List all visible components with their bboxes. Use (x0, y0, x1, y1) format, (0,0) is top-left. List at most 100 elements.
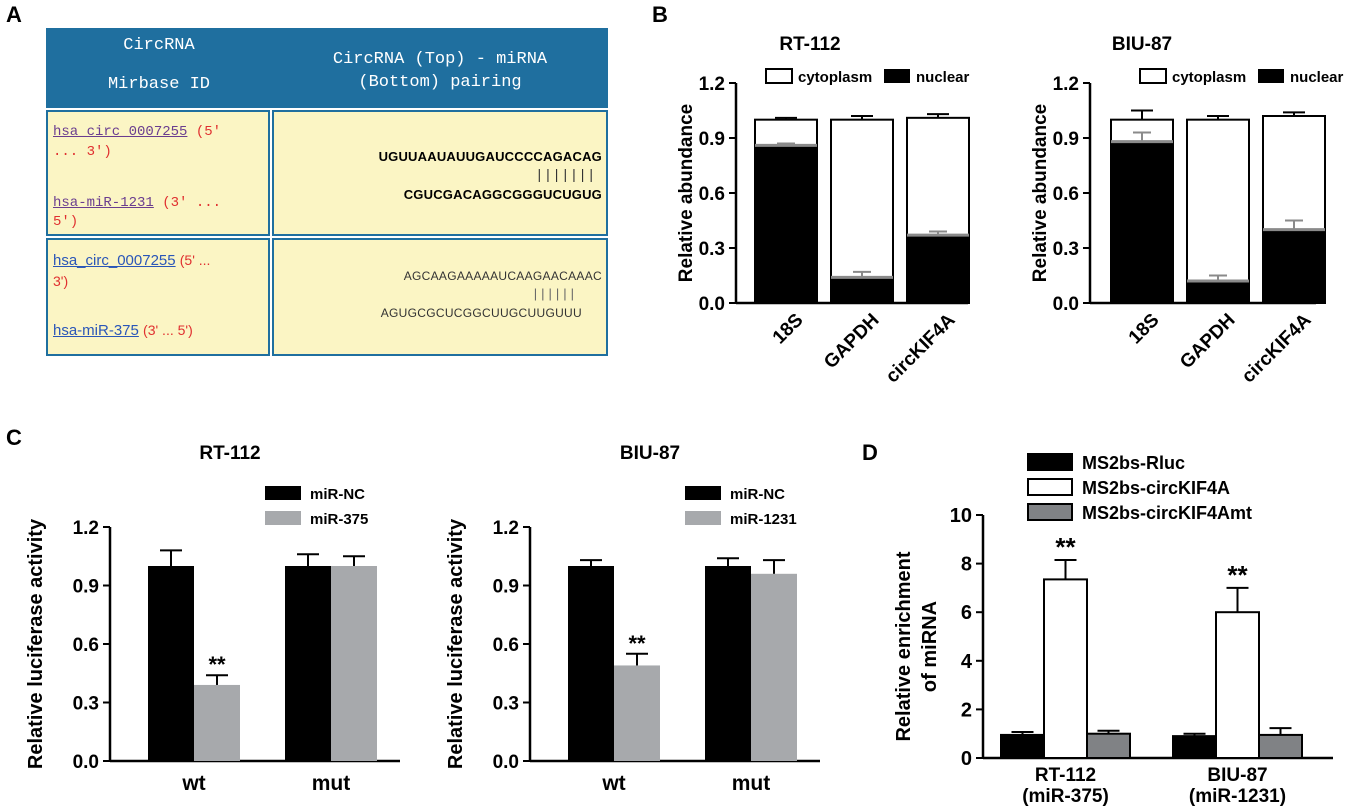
row1-mir-orient: (3' ... (162, 195, 222, 211)
bar-0-1 (614, 665, 660, 761)
header-circrna-id: CircRNA Mirbase ID (46, 28, 272, 108)
legend-label-1: miR-1231 (730, 511, 797, 528)
y-tick-label-1: 0.3 (493, 694, 519, 715)
y-tick-label-2: 4 (961, 651, 973, 673)
bar-nuclear-2 (907, 235, 969, 303)
bar-0-1 (194, 684, 240, 761)
x-tick-label-2: circKIF4A (882, 309, 960, 387)
bar-0-0 (1000, 733, 1045, 760)
x-tick-label-2: circKIF4A (1238, 309, 1316, 387)
row1-circ-orient: (5' (195, 124, 222, 140)
y-tick-label-0: 0.0 (493, 752, 519, 773)
row2-circ-line: hsa_circ_0007255 (5' ... (53, 252, 210, 269)
x-tick-label-0: wt (181, 772, 205, 795)
panel-label-c: C (6, 425, 22, 450)
bar-1-2 (1258, 733, 1303, 760)
y-axis-title: Relative luciferase activity (25, 518, 47, 769)
x-tick-label-1: mut (732, 772, 771, 795)
x-tick-label-1: GAPDH (820, 310, 883, 373)
legend-label-1: miR-375 (310, 511, 368, 528)
y-tick-label-5: 10 (950, 505, 972, 527)
legend-label-1: MS2bs-circKIF4A (1082, 478, 1230, 498)
x-tick-label-1: mut (312, 772, 351, 795)
row1-id-cell: hsa_circ_0007255 (5' ... 3') hsa-miR-123… (46, 110, 270, 236)
legend-swatch-0 (265, 486, 301, 500)
row1-mir-orient-cont: 5') (53, 214, 79, 230)
pairing-table: CircRNA Mirbase ID CircRNA (Top) - miRNA… (46, 28, 608, 358)
row2-mir-line: hsa-miR-375 (3' ... 5') (53, 322, 193, 339)
legend-label-cytoplasm: cytoplasm (798, 69, 872, 86)
bar-nuclear-1 (1187, 281, 1249, 303)
row1-circ-orient-cont: ... 3') (53, 144, 112, 160)
bar-1-0 (705, 566, 751, 761)
x-tick-label-0: 18S (769, 310, 808, 349)
row1-circ-line: hsa_circ_0007255 (5' (53, 124, 221, 140)
header-pairing: CircRNA (Top) - miRNA (Bottom) pairing (272, 28, 608, 108)
legend-swatch-0 (685, 486, 721, 500)
legend-label-0: MS2bs-Rluc (1082, 453, 1185, 473)
significance-0: ** (1055, 532, 1076, 562)
bar-1-1 (751, 573, 797, 761)
row2-circ-orient-cont: 3') (53, 273, 69, 289)
header-pairing-line2: (Bottom) pairing (358, 73, 522, 92)
chart-title: BIU-87 (1112, 34, 1172, 55)
row1-circ-link[interactable]: hsa_circ_0007255 (53, 124, 188, 140)
y-axis-title: Relative abundance (676, 104, 697, 282)
row1-pair-cell: UGUUAAUAUUGAUCCCCAGACAG ||||||| CGUCGACA… (272, 110, 608, 236)
chart-d-enrichment: 0 2 4 6 8 10 Relative enrichment of miRNA MS2bs-… (893, 453, 1333, 807)
row2-id-cell: hsa_circ_0007255 (5' ... 3') hsa-miR-375… (46, 238, 270, 356)
y-tick-label-2: 0.6 (699, 184, 725, 205)
row1-pair-marks: ||||||| (537, 166, 598, 182)
chart-c-biu87: 0.0 0.3 0.6 0.9 1.2 BIU-87 Relative luciferase… (445, 443, 820, 795)
legend-swatch-2 (1027, 503, 1073, 521)
row2-circ-orient: (5' ... (179, 252, 211, 268)
y-tick-label-4: 8 (961, 554, 972, 576)
chart-c-rt112: 0.0 0.3 0.6 0.9 1.2 RT-112 Relative luciferase… (25, 443, 400, 795)
legend-swatch-0 (1027, 453, 1073, 471)
x-tick-label-line1-1: BIU-87 (1207, 765, 1267, 786)
x-tick-label-0: wt (601, 772, 625, 795)
bar-nuclear-2 (1263, 229, 1325, 303)
y-tick-label-2: 0.6 (493, 635, 519, 656)
y-tick-label-4: 1.2 (493, 518, 519, 539)
x-tick-label-0: 18S (1125, 310, 1164, 349)
bar-0-2 (1086, 732, 1131, 760)
legend-swatch-cytoplasm (765, 68, 793, 84)
y-tick-label-1: 0.3 (1053, 239, 1079, 260)
header-mirbase-label: Mirbase ID (107, 75, 211, 94)
panel-label-b: B (652, 2, 668, 27)
row2-mir-link[interactable]: hsa-miR-375 (53, 322, 139, 339)
legend-label-2: MS2bs-circKIF4Amt (1082, 503, 1252, 523)
y-tick-label-3: 0.9 (493, 577, 519, 598)
y-axis-title: Relative abundance (1030, 104, 1051, 282)
y-tick-label-1: 0.3 (699, 239, 725, 260)
y-tick-label-0: 0.0 (1053, 294, 1079, 315)
chart-b-biu87: 0.0 0.3 0.6 0.9 1.2 BIU-87 Relative abundance c… (1030, 34, 1344, 387)
y-tick-label-3: 0.9 (1053, 129, 1079, 150)
y-tick-label-4: 1.2 (1053, 74, 1079, 95)
chart-title: RT-112 (199, 443, 260, 464)
y-tick-label-1: 2 (961, 699, 972, 721)
header-pairing-line1: CircRNA (Top) - miRNA (332, 50, 548, 69)
row1-mir-line: hsa-miR-1231 (3' ... (53, 195, 221, 211)
y-axis-title: Relative luciferase activity (445, 518, 467, 769)
bar-nuclear-0 (1111, 141, 1173, 303)
legend-label-0: miR-NC (730, 486, 785, 503)
significance-0: ** (208, 652, 226, 677)
y-tick-label-0: 0.0 (73, 752, 99, 773)
legend-label-nuclear: nuclear (1290, 69, 1344, 86)
y-tick-label-0: 0 (961, 748, 972, 770)
bar-nuclear-0 (755, 145, 817, 303)
y-tick-label-2: 0.6 (73, 635, 99, 656)
y-tick-label-3: 0.9 (73, 577, 99, 598)
panel-label-a: A (6, 2, 22, 27)
row1-top-seq: UGUUAAUAUUGAUCCCCAGACAG (378, 149, 602, 164)
bar-nuclear-1 (831, 277, 893, 303)
x-tick-label-line1-0: RT-112 (1035, 765, 1096, 786)
row2-circ-link[interactable]: hsa_circ_0007255 (53, 252, 176, 269)
y-tick-label-0: 0.0 (699, 294, 725, 315)
bar-0-1 (1043, 578, 1088, 759)
row1-mir-link[interactable]: hsa-miR-1231 (53, 195, 154, 211)
x-tick-label-line2-0: (miR-375) (1022, 786, 1109, 807)
y-tick-label-1: 0.3 (73, 694, 99, 715)
